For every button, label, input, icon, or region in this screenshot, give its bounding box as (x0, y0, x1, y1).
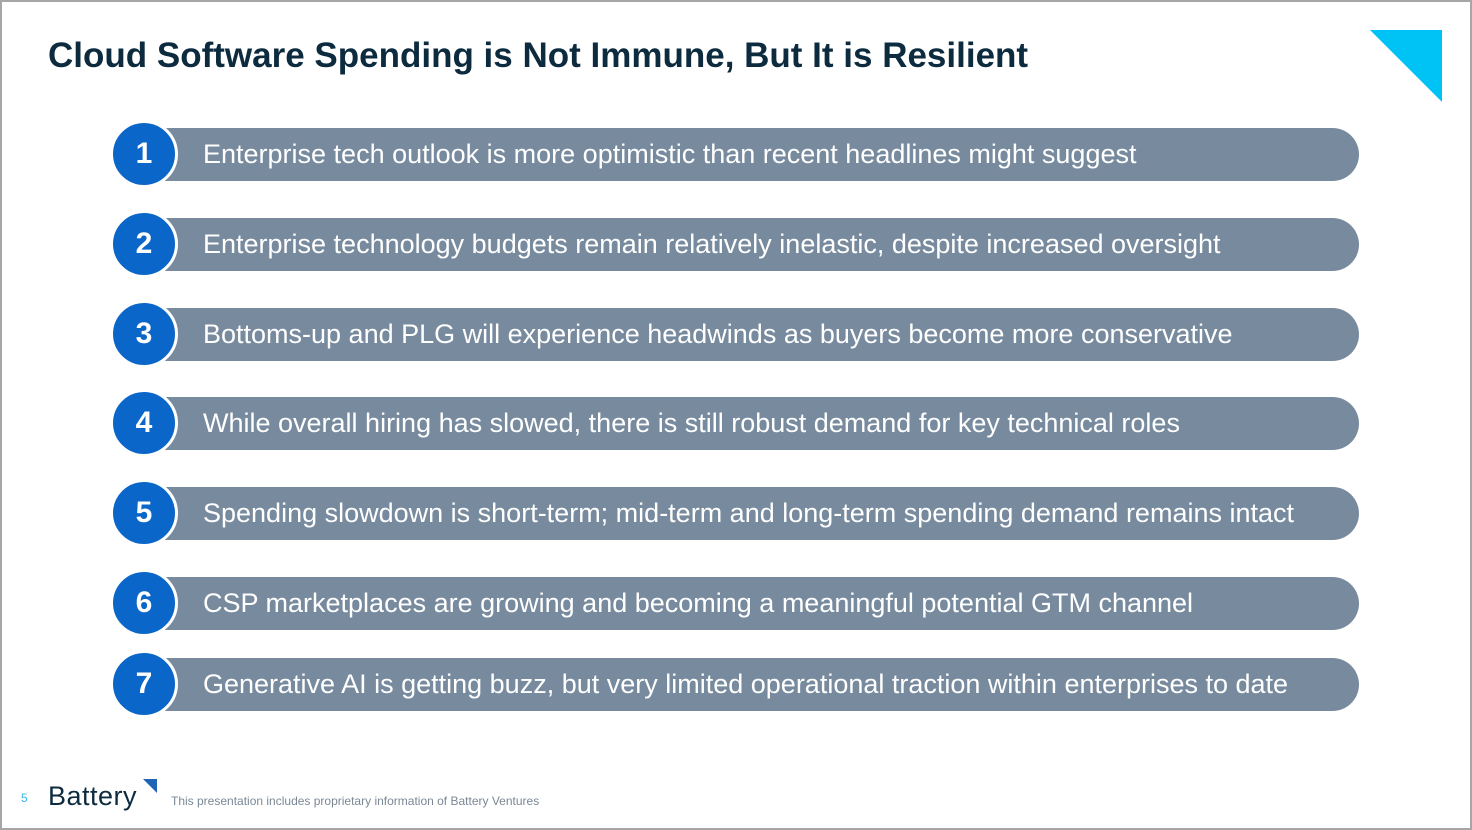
item-text: CSP marketplaces are growing and becomin… (203, 588, 1194, 618)
list-item: Bottoms-up and PLG will experience headw… (110, 300, 1360, 368)
list-item: While overall hiring has slowed, there i… (110, 389, 1360, 457)
list-item: Enterprise technology budgets remain rel… (110, 210, 1360, 278)
item-text: Enterprise tech outlook is more optimist… (203, 139, 1137, 169)
list-item: Enterprise tech outlook is more optimist… (110, 120, 1360, 188)
item-number-badge: 7 (110, 650, 178, 718)
corner-triangle-decoration (1370, 30, 1442, 102)
item-bar: CSP marketplaces are growing and becomin… (165, 577, 1359, 630)
item-text: Bottoms-up and PLG will experience headw… (203, 319, 1233, 349)
item-number-badge: 6 (110, 569, 178, 637)
slide-title: Cloud Software Spending is Not Immune, B… (48, 36, 1029, 75)
logo-triangle-icon (143, 779, 157, 793)
item-number-badge: 2 (110, 210, 178, 278)
list-item: Spending slowdown is short-term; mid-ter… (110, 479, 1360, 547)
item-bar: Spending slowdown is short-term; mid-ter… (165, 487, 1359, 540)
item-bar: Bottoms-up and PLG will experience headw… (165, 308, 1359, 361)
item-bar: While overall hiring has slowed, there i… (165, 397, 1359, 450)
item-number-badge: 4 (110, 389, 178, 457)
footer-disclaimer: This presentation includes proprietary i… (171, 794, 540, 808)
item-number-badge: 3 (110, 300, 178, 368)
item-number-badge: 1 (110, 120, 178, 188)
item-text: While overall hiring has slowed, there i… (203, 408, 1180, 438)
item-text: Generative AI is getting buzz, but very … (203, 669, 1289, 699)
item-bar: Generative AI is getting buzz, but very … (165, 658, 1359, 711)
item-bar: Enterprise technology budgets remain rel… (165, 218, 1359, 271)
battery-logo: Battery (48, 781, 138, 811)
item-text: Enterprise technology budgets remain rel… (203, 229, 1221, 259)
item-number-badge: 5 (110, 479, 178, 547)
page-number: 5 (21, 791, 28, 805)
list-item: Generative AI is getting buzz, but very … (110, 650, 1360, 718)
item-text: Spending slowdown is short-term; mid-ter… (203, 498, 1295, 528)
item-bar: Enterprise tech outlook is more optimist… (165, 128, 1359, 181)
list-item: CSP marketplaces are growing and becomin… (110, 569, 1360, 637)
